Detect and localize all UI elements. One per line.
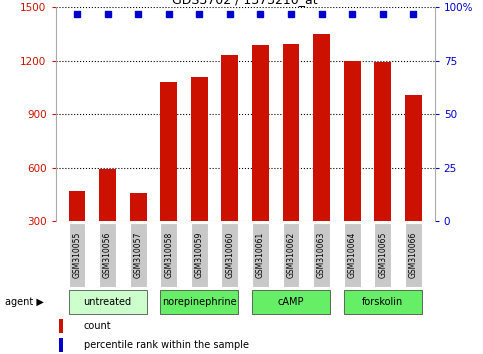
Bar <box>160 223 177 287</box>
Bar <box>221 223 238 287</box>
Bar <box>405 223 422 287</box>
Bar <box>405 95 422 221</box>
Text: GSM310064: GSM310064 <box>348 232 356 278</box>
Bar <box>313 223 330 287</box>
Bar <box>374 62 391 221</box>
Bar <box>344 223 360 287</box>
Bar <box>374 223 391 287</box>
Bar <box>69 191 85 221</box>
Text: GSM310056: GSM310056 <box>103 232 112 278</box>
Bar <box>252 45 269 221</box>
Text: percentile rank within the sample: percentile rank within the sample <box>84 340 249 350</box>
Text: agent ▶: agent ▶ <box>5 297 43 307</box>
Bar <box>160 82 177 221</box>
Text: GSM310066: GSM310066 <box>409 232 418 278</box>
Bar <box>191 223 208 287</box>
Text: norepinephrine: norepinephrine <box>162 297 237 307</box>
Bar <box>130 193 146 221</box>
Text: GSM310062: GSM310062 <box>286 232 296 278</box>
Title: GDS3702 / 1373210_at: GDS3702 / 1373210_at <box>172 0 318 6</box>
Bar <box>344 290 422 314</box>
Text: GSM310065: GSM310065 <box>378 232 387 278</box>
Bar <box>59 319 63 333</box>
Bar <box>160 290 238 314</box>
Bar <box>99 170 116 221</box>
Text: untreated: untreated <box>84 297 131 307</box>
Text: cAMP: cAMP <box>278 297 304 307</box>
Bar <box>69 290 146 314</box>
Bar <box>191 77 208 221</box>
Bar <box>221 55 238 221</box>
Text: GSM310060: GSM310060 <box>226 232 234 278</box>
Text: GSM310061: GSM310061 <box>256 232 265 278</box>
Text: GSM310059: GSM310059 <box>195 232 204 278</box>
Text: GSM310063: GSM310063 <box>317 232 326 278</box>
Bar <box>252 223 269 287</box>
Bar <box>283 44 299 221</box>
Text: GSM310058: GSM310058 <box>164 232 173 278</box>
Bar <box>99 223 116 287</box>
Bar <box>313 34 330 221</box>
Text: count: count <box>84 321 112 331</box>
Bar <box>59 338 63 352</box>
Bar <box>344 61 360 221</box>
Bar <box>252 290 330 314</box>
Bar <box>69 223 85 287</box>
Text: GSM310055: GSM310055 <box>72 232 82 278</box>
Text: forskolin: forskolin <box>362 297 403 307</box>
Text: GSM310057: GSM310057 <box>134 232 142 278</box>
Bar <box>283 223 299 287</box>
Bar <box>130 223 146 287</box>
